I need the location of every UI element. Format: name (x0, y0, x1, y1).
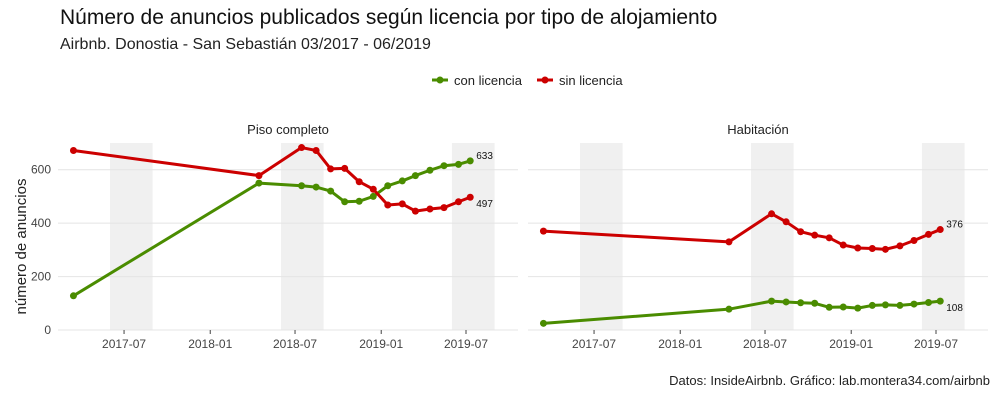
data-point-con-licencia-habitacion (825, 303, 833, 311)
data-point-con-licencia-piso (298, 182, 306, 190)
data-point-sin-licencia-habitacion (910, 237, 918, 245)
x-tick-label-habitacion: 2018-07 (743, 337, 787, 351)
data-point-con-licencia-habitacion (811, 299, 819, 307)
data-point-sin-licencia-habitacion (768, 210, 776, 218)
chart-title: Número de anuncios publicados según lice… (60, 6, 718, 29)
data-point-sin-licencia-piso (411, 207, 419, 215)
data-point-con-licencia-habitacion (896, 301, 904, 309)
data-point-con-licencia-piso (440, 162, 448, 170)
x-tick-label-habitacion: 2017-07 (572, 337, 616, 351)
x-tick-label-piso: 2017-07 (102, 337, 146, 351)
end-label-sin-licencia-piso: 497 (476, 199, 493, 210)
data-point-con-licencia-piso (384, 182, 392, 190)
end-label-con-licencia-habitacion: 108 (946, 303, 963, 314)
data-point-con-licencia-habitacion (539, 319, 547, 327)
data-point-con-licencia-habitacion (881, 301, 889, 309)
data-point-con-licencia-piso (369, 192, 377, 200)
data-point-con-licencia-piso (69, 292, 77, 300)
data-point-con-licencia-habitacion (797, 299, 805, 307)
data-point-con-licencia-habitacion (936, 297, 944, 305)
data-point-sin-licencia-habitacion (539, 227, 547, 235)
data-point-con-licencia-piso (355, 197, 363, 205)
y-tick-label: 0 (44, 323, 51, 337)
end-label-con-licencia-piso: 633 (476, 151, 493, 162)
x-tick-label-habitacion: 2019-07 (914, 337, 958, 351)
data-point-con-licencia-piso (312, 183, 320, 191)
legend-key-point-sin (541, 76, 549, 84)
data-point-sin-licencia-piso (426, 205, 434, 213)
legend-entry-con-licencia: con licencia (454, 73, 523, 88)
chart-caption: Datos: InsideAirbnb. Gráfico: lab.monter… (669, 373, 990, 388)
x-tick-label-piso: 2019-01 (359, 337, 403, 351)
data-point-sin-licencia-habitacion (881, 245, 889, 253)
data-point-sin-licencia-habitacion (839, 241, 847, 249)
data-point-sin-licencia-piso (384, 201, 392, 209)
x-tick-label-piso: 2018-07 (273, 337, 317, 351)
data-point-sin-licencia-piso (255, 172, 263, 180)
data-point-con-licencia-piso (255, 179, 263, 187)
data-point-sin-licencia-habitacion (825, 234, 833, 242)
x-tick-label-piso: 2018-01 (188, 337, 232, 351)
data-point-sin-licencia-piso (398, 200, 406, 208)
data-point-con-licencia-piso (341, 198, 349, 206)
data-point-con-licencia-habitacion (768, 297, 776, 305)
data-point-sin-licencia-habitacion (725, 238, 733, 246)
data-point-con-licencia-piso (398, 177, 406, 185)
chart-subtitle: Airbnb. Donostia - San Sebastián 03/2017… (60, 36, 431, 53)
data-point-con-licencia-habitacion (868, 301, 876, 309)
data-point-sin-licencia-habitacion (868, 245, 876, 253)
data-point-sin-licencia-piso (312, 146, 320, 154)
data-point-sin-licencia-habitacion (854, 244, 862, 252)
data-point-con-licencia-habitacion (910, 300, 918, 308)
legend-entry-sin-licencia: sin licencia (559, 73, 623, 88)
y-tick-label: 400 (31, 216, 51, 230)
data-point-con-licencia-piso (466, 157, 474, 165)
y-tick-label: 600 (31, 163, 51, 177)
y-axis-label: número de anuncios (13, 179, 30, 315)
data-point-sin-licencia-piso (369, 185, 377, 193)
y-tick-label: 200 (31, 270, 51, 284)
legend-key-point-con (436, 76, 444, 84)
facet-label-habitacion: Habitación (727, 122, 788, 137)
data-point-sin-licencia-piso (455, 198, 463, 206)
data-point-sin-licencia-habitacion (925, 230, 933, 238)
data-point-sin-licencia-habitacion (896, 242, 904, 250)
facet-label-piso: Piso completo (247, 122, 329, 137)
data-point-con-licencia-habitacion (925, 298, 933, 306)
data-point-con-licencia-habitacion (854, 304, 862, 312)
data-point-sin-licencia-habitacion (936, 226, 944, 234)
data-point-sin-licencia-piso (341, 164, 349, 172)
data-point-con-licencia-piso (411, 172, 419, 180)
data-point-sin-licencia-piso (466, 193, 474, 201)
summer-shade-piso (280, 143, 324, 330)
data-point-con-licencia-piso (426, 166, 434, 174)
end-label-sin-licencia-habitacion: 376 (946, 220, 963, 231)
x-tick-label-habitacion: 2019-01 (829, 337, 873, 351)
data-point-con-licencia-habitacion (725, 305, 733, 313)
data-point-con-licencia-piso (327, 187, 335, 195)
data-point-sin-licencia-habitacion (782, 218, 790, 226)
data-point-sin-licencia-piso (327, 165, 335, 173)
x-tick-label-habitacion: 2018-01 (658, 337, 702, 351)
summer-shade-piso (451, 143, 495, 330)
data-point-con-licencia-piso (455, 160, 463, 168)
summer-shade-piso (109, 143, 153, 330)
data-point-sin-licencia-piso (298, 144, 306, 152)
data-point-sin-licencia-piso (440, 204, 448, 212)
data-point-sin-licencia-habitacion (797, 228, 805, 236)
data-point-sin-licencia-piso (355, 178, 363, 186)
x-tick-label-piso: 2019-07 (444, 337, 488, 351)
data-point-con-licencia-habitacion (839, 303, 847, 311)
data-point-con-licencia-habitacion (782, 298, 790, 306)
data-point-sin-licencia-habitacion (811, 231, 819, 239)
data-point-sin-licencia-piso (69, 146, 77, 154)
